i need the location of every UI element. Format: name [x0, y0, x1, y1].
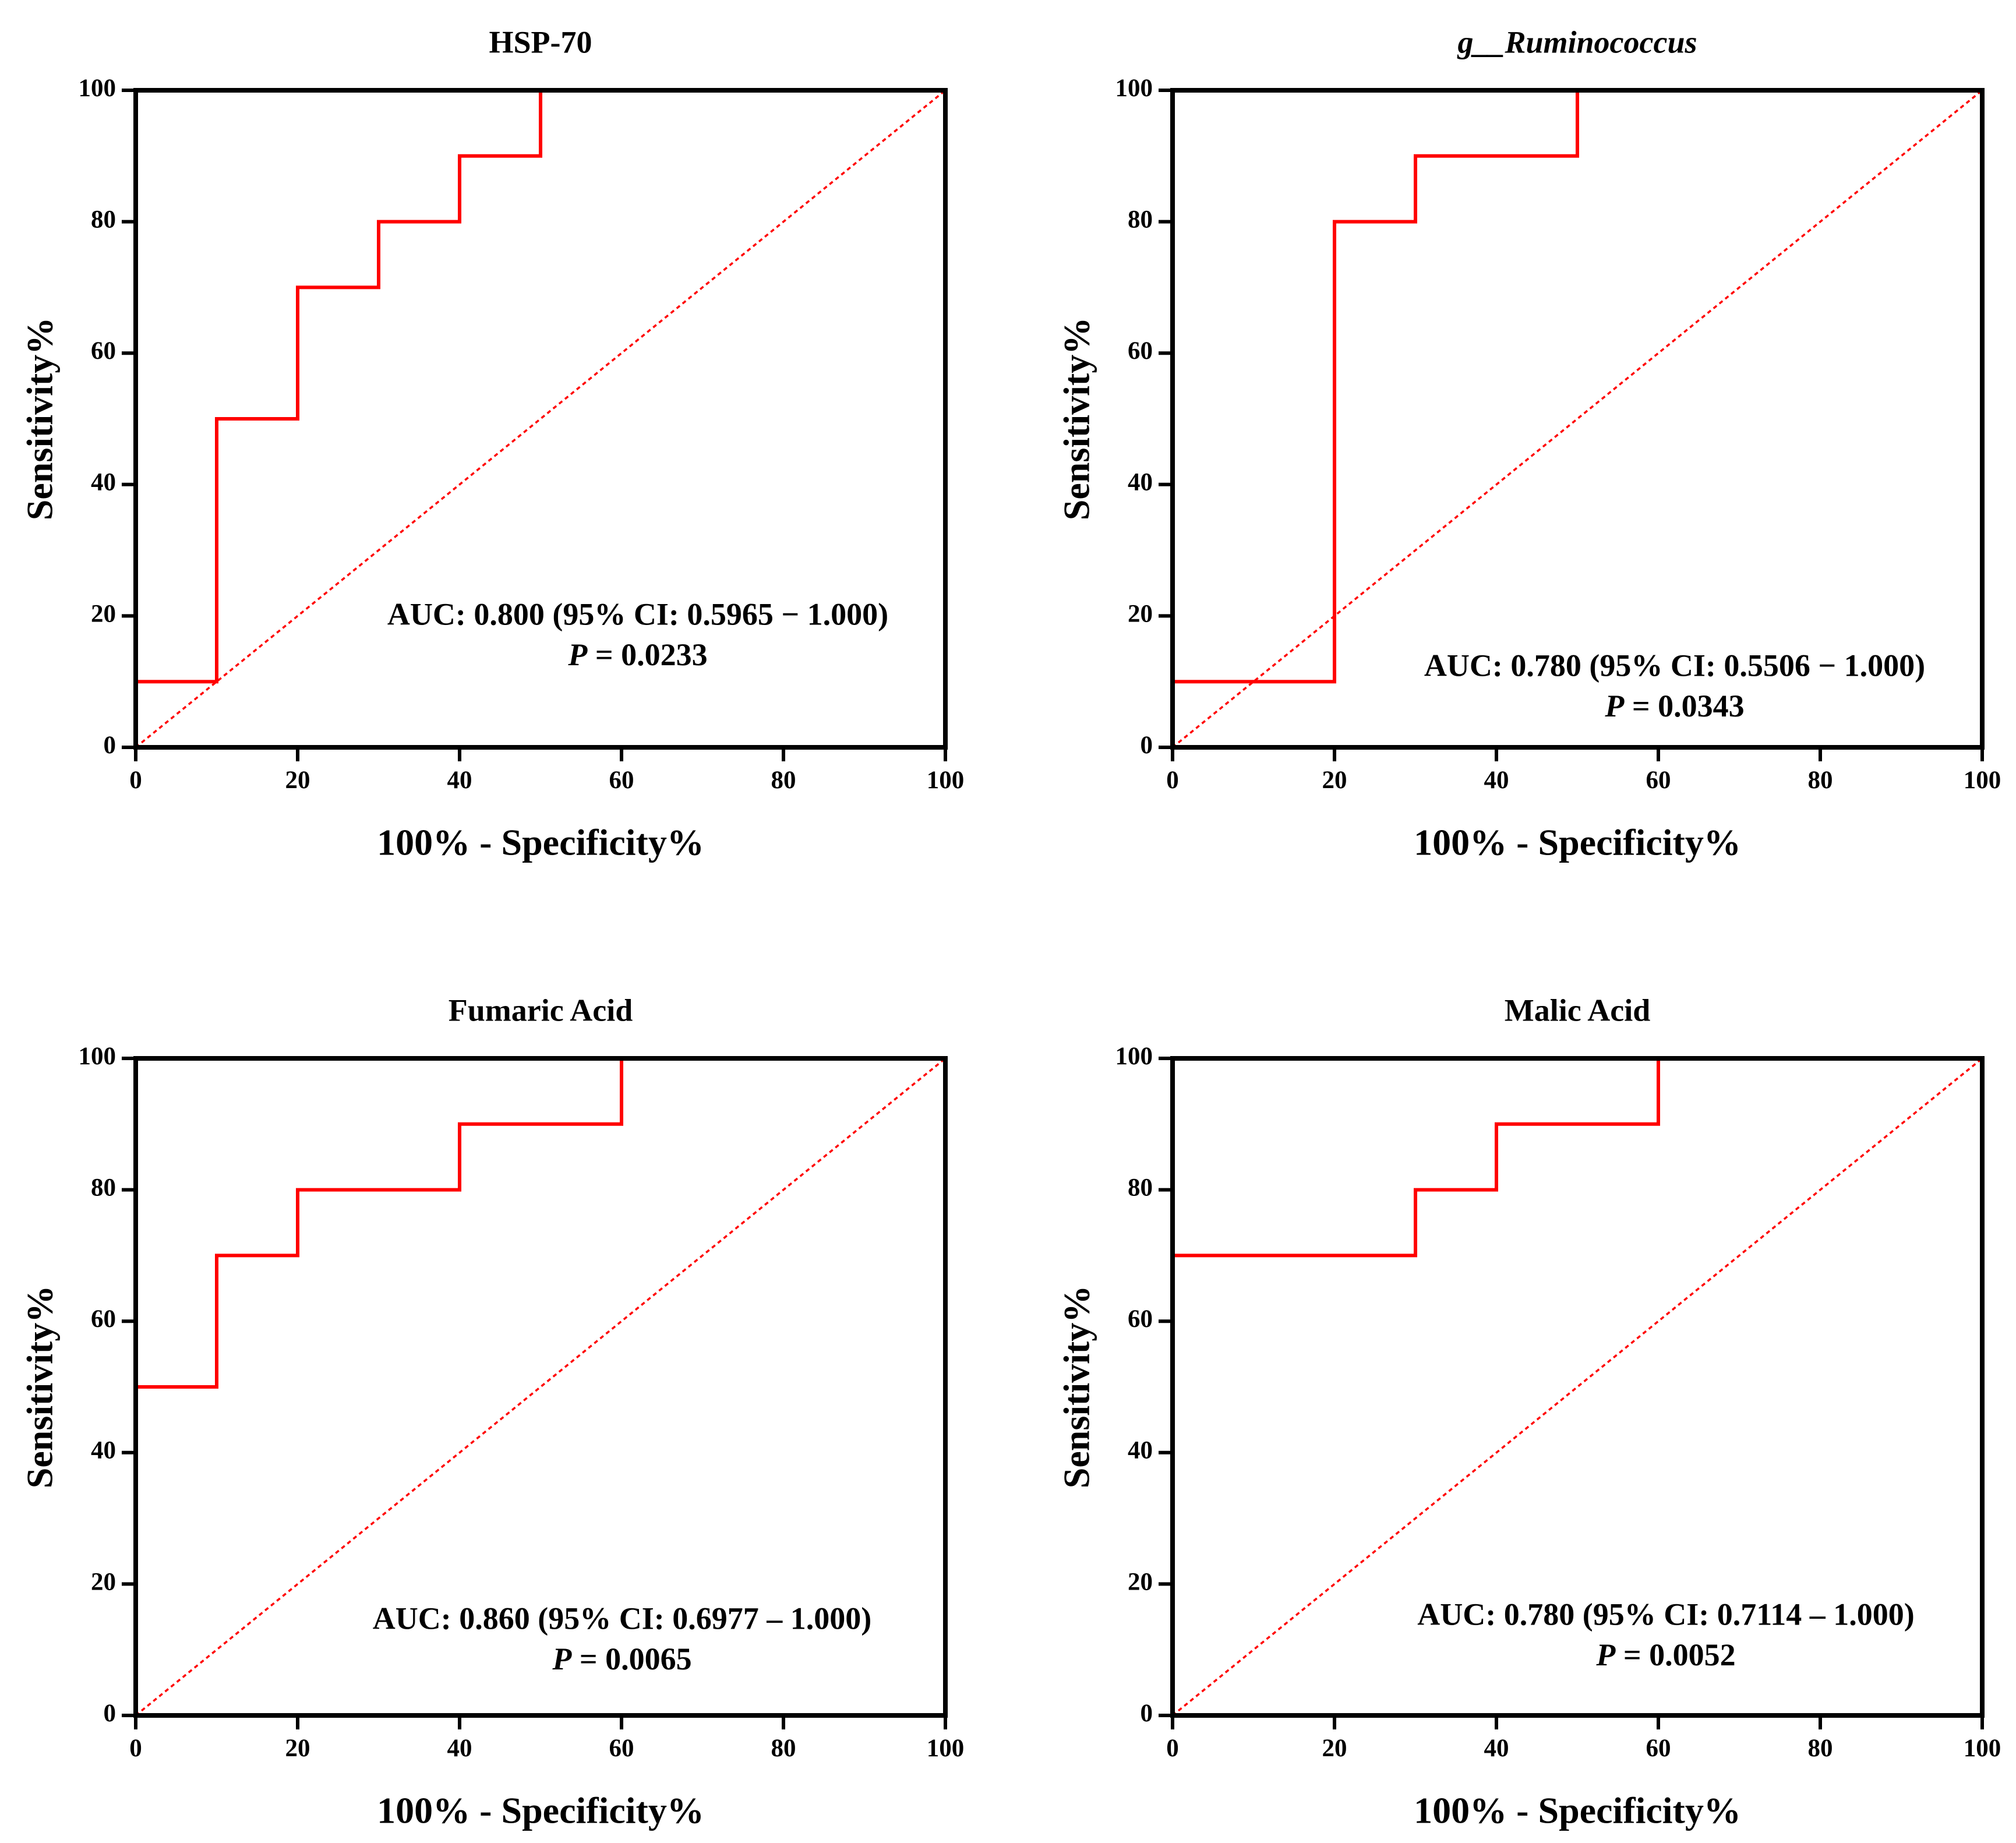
x-tick-label: 40 — [1484, 1735, 1509, 1762]
x-tick-label: 0 — [1166, 767, 1179, 794]
p-value-annotation: P = 0.0233 — [567, 637, 707, 672]
x-tick-label: 80 — [1808, 1735, 1833, 1762]
p-value: = 0.0343 — [1632, 689, 1745, 723]
plot-frame — [1170, 1056, 1985, 1718]
roc-panel-4: Malic Acid 0 20 40 60 80 100 0 20 40 60 80 100 100% -… — [1056, 993, 2001, 1831]
x-axis-label: 100% - Specificity% — [377, 822, 704, 863]
y-tick-label: 20 — [91, 1568, 116, 1595]
x-tick-label: 40 — [447, 1735, 472, 1762]
roc-curve-line — [1171, 89, 1982, 747]
x-tick-label: 80 — [771, 767, 796, 794]
p-value-annotation: P = 0.0343 — [1604, 689, 1744, 723]
y-tick-label: 20 — [91, 600, 116, 627]
p-symbol: P — [1604, 689, 1625, 723]
y-tick-label: 0 — [1141, 1700, 1153, 1727]
p-value: = 0.0052 — [1623, 1637, 1736, 1672]
x-tick-label: 100 — [1964, 1735, 2001, 1762]
plot-frame — [1170, 88, 1985, 750]
y-tick-label: 20 — [1128, 1568, 1153, 1595]
y-tick-label: 80 — [1128, 1174, 1153, 1201]
p-symbol: P — [1595, 1637, 1616, 1672]
y-tick-label: 40 — [1128, 469, 1153, 496]
y-tick-label: 60 — [91, 337, 116, 365]
plot-frame — [133, 88, 948, 750]
x-tick-label: 40 — [1484, 767, 1509, 794]
auc-annotation: AUC: 0.800 (95% CI: 0.5965 − 1.000) — [387, 596, 888, 631]
p-symbol: P — [552, 1641, 572, 1676]
y-tick-label: 100 — [1115, 1043, 1153, 1070]
x-tick-label: 60 — [1646, 1735, 1671, 1762]
y-tick-label: 40 — [91, 469, 116, 496]
x-tick-label: 60 — [1646, 767, 1671, 794]
x-tick-label: 0 — [129, 767, 142, 794]
y-tick-label: 40 — [91, 1437, 116, 1464]
y-tick-label: 80 — [1128, 206, 1153, 233]
x-tick-label: 100 — [927, 767, 965, 794]
y-tick-label: 0 — [104, 732, 116, 759]
roc-curve-line — [134, 89, 945, 747]
y-tick-label: 0 — [1141, 732, 1153, 759]
panel-title: Fumaric Acid — [449, 993, 633, 1028]
x-tick-label: 20 — [1322, 1735, 1347, 1762]
auc-annotation: AUC: 0.780 (95% CI: 0.7114 – 1.000) — [1417, 1597, 1914, 1632]
y-tick-label: 100 — [1115, 75, 1153, 102]
x-tick-label: 80 — [1808, 767, 1833, 794]
auc-annotation: AUC: 0.860 (95% CI: 0.6977 – 1.000) — [373, 1601, 871, 1636]
auc-annotation: AUC: 0.780 (95% CI: 0.5506 − 1.000) — [1424, 648, 1925, 683]
y-axis-label: Sensitivity% — [1056, 317, 1097, 520]
p-value-annotation: P = 0.0052 — [1595, 1637, 1735, 1672]
x-tick-label: 40 — [447, 767, 472, 794]
roc-panel-1: HSP-70 0 20 40 60 80 100 0 20 40 60 80 100 100% - Spe… — [19, 24, 965, 863]
x-axis-label: 100% - Specificity% — [1414, 822, 1741, 863]
y-tick-label: 40 — [1128, 1437, 1153, 1464]
x-tick-label: 20 — [285, 1735, 310, 1762]
p-symbol: P — [567, 637, 588, 672]
panel-title: HSP-70 — [489, 24, 592, 59]
x-tick-label: 0 — [129, 1735, 142, 1762]
p-value: = 0.0065 — [580, 1641, 692, 1676]
y-tick-label: 80 — [91, 1174, 116, 1201]
x-axis-label: 100% - Specificity% — [377, 1790, 704, 1831]
y-tick-label: 60 — [1128, 1305, 1153, 1333]
y-tick-label: 20 — [1128, 600, 1153, 627]
y-tick-label: 60 — [91, 1305, 116, 1333]
panel-title: g__Ruminococcus — [1457, 24, 1697, 59]
x-tick-label: 20 — [285, 767, 310, 794]
plot-frame — [133, 1056, 948, 1718]
x-tick-label: 20 — [1322, 767, 1347, 794]
x-tick-label: 80 — [771, 1735, 796, 1762]
y-tick-label: 80 — [91, 206, 116, 233]
y-tick-label: 60 — [1128, 337, 1153, 365]
p-value-annotation: P = 0.0065 — [552, 1641, 691, 1676]
y-axis-label: Sensitivity% — [19, 317, 61, 520]
y-tick-label: 100 — [79, 1043, 116, 1070]
y-axis-label: Sensitivity% — [1056, 1286, 1097, 1488]
roc-panel-2: g__Ruminococcus 0 20 40 60 80 100 0 20 40 60 80 100 1… — [1056, 24, 2001, 863]
x-tick-label: 100 — [927, 1735, 965, 1762]
roc-curve-line — [134, 1057, 945, 1715]
roc-panel-3: Fumaric Acid 0 20 40 60 80 100 0 20 40 60 80 100 100%… — [19, 993, 965, 1831]
x-tick-label: 60 — [609, 767, 634, 794]
p-value: = 0.0233 — [595, 637, 708, 672]
y-tick-label: 0 — [104, 1700, 116, 1727]
x-tick-label: 60 — [609, 1735, 634, 1762]
panel-title: Malic Acid — [1505, 993, 1650, 1028]
roc-curve-line — [1171, 1057, 1982, 1715]
x-axis-label: 100% - Specificity% — [1414, 1790, 1741, 1831]
y-axis-label: Sensitivity% — [19, 1286, 61, 1488]
x-tick-label: 100 — [1964, 767, 2001, 794]
y-tick-label: 100 — [79, 75, 116, 102]
x-tick-label: 0 — [1166, 1735, 1179, 1762]
